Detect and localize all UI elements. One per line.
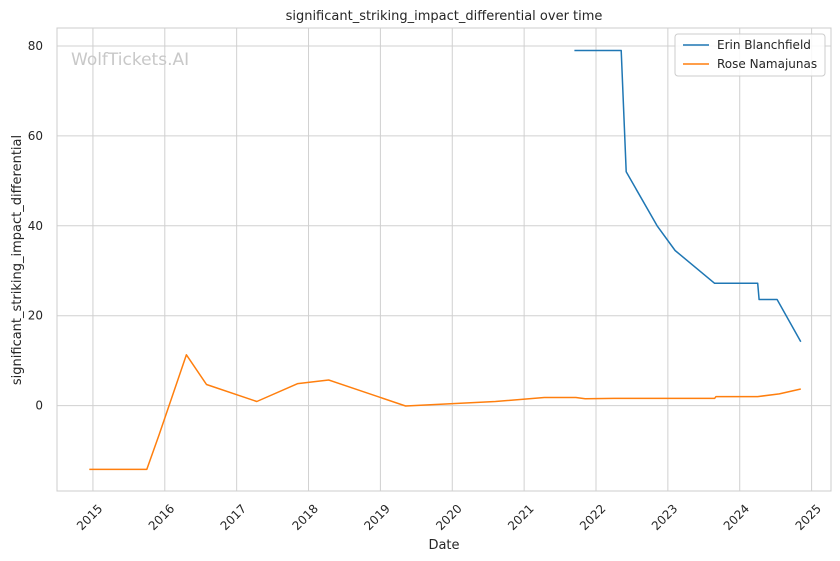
y-tick-label: 20: [28, 309, 43, 323]
y-tick-label: 60: [28, 129, 43, 143]
x-tick-label: 2023: [649, 502, 680, 533]
y-axis-label: significant_striking_impact_differential: [10, 135, 25, 385]
x-tick-label: 2017: [218, 502, 249, 533]
x-tick-label: 2020: [433, 502, 464, 533]
gridlines: [57, 28, 831, 491]
x-tick-label: 2019: [361, 502, 392, 533]
legend-label-rose-namajunas: Rose Namajunas: [717, 57, 817, 71]
y-tick-label: 80: [28, 39, 43, 53]
legend-label-erin-blanchfield: Erin Blanchfield: [717, 38, 811, 52]
chart-title: significant_striking_impact_differential…: [286, 9, 603, 24]
series-lines: [89, 49, 802, 471]
x-axis-label: Date: [428, 538, 459, 553]
legend: Erin Blanchfield Rose Namajunas: [674, 33, 826, 77]
x-tick-label: 2021: [505, 502, 536, 533]
x-tick-label: 2022: [577, 502, 608, 533]
x-tick-label: 2025: [793, 502, 824, 533]
plot-area: [56, 27, 832, 492]
x-tick-label: 2016: [146, 502, 177, 533]
series-line-rose-namajunas: [89, 354, 801, 471]
watermark: WolfTickets.AI: [71, 50, 189, 70]
x-tick-label: 2015: [74, 502, 105, 533]
y-tick-label: 0: [35, 399, 43, 413]
legend-box: [674, 33, 826, 77]
series-line-erin-blanchfield: [574, 49, 802, 343]
y-tick-label: 40: [28, 219, 43, 233]
x-tick-label: 2024: [721, 502, 752, 533]
x-tick-label: 2018: [290, 502, 321, 533]
